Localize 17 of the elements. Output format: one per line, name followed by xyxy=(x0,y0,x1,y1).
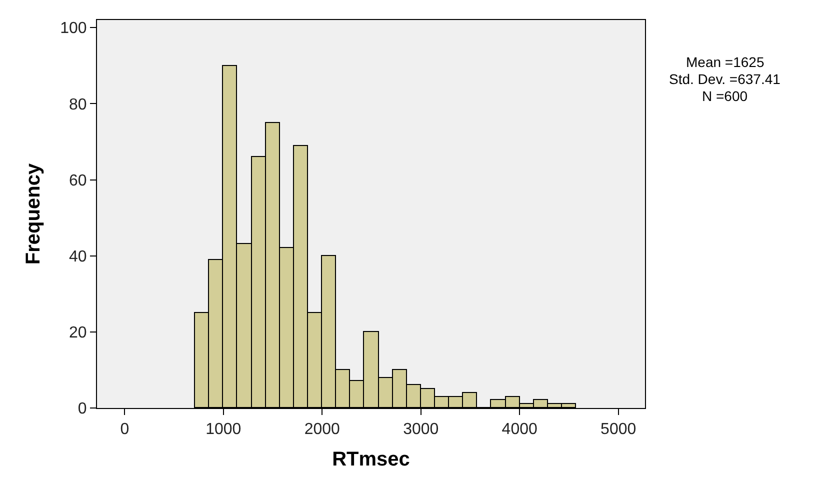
x-tick-label: 1000 xyxy=(206,421,242,438)
x-tick-label: 5000 xyxy=(600,421,636,438)
text: Std. Dev. =637.41 xyxy=(669,71,781,87)
y-tick-label: 40 xyxy=(69,248,87,266)
y-tick-label: 0 xyxy=(78,400,87,418)
text: Mean =1625 xyxy=(686,54,764,70)
x-tick-label: 0 xyxy=(120,421,130,438)
y-tick-label: 20 xyxy=(69,324,87,342)
y-axis-title: Frequency xyxy=(22,162,45,265)
x-tick-label: 2000 xyxy=(304,421,340,438)
text: N =600 xyxy=(702,88,748,104)
y-tick-label: 100 xyxy=(60,20,87,38)
x-tick-label: 4000 xyxy=(502,421,538,438)
x-tick-label: 3000 xyxy=(403,421,439,438)
y-tick-label: 80 xyxy=(69,96,87,114)
x-axis-title: RTmsec xyxy=(332,448,410,471)
y-tick-label: 60 xyxy=(69,172,87,190)
